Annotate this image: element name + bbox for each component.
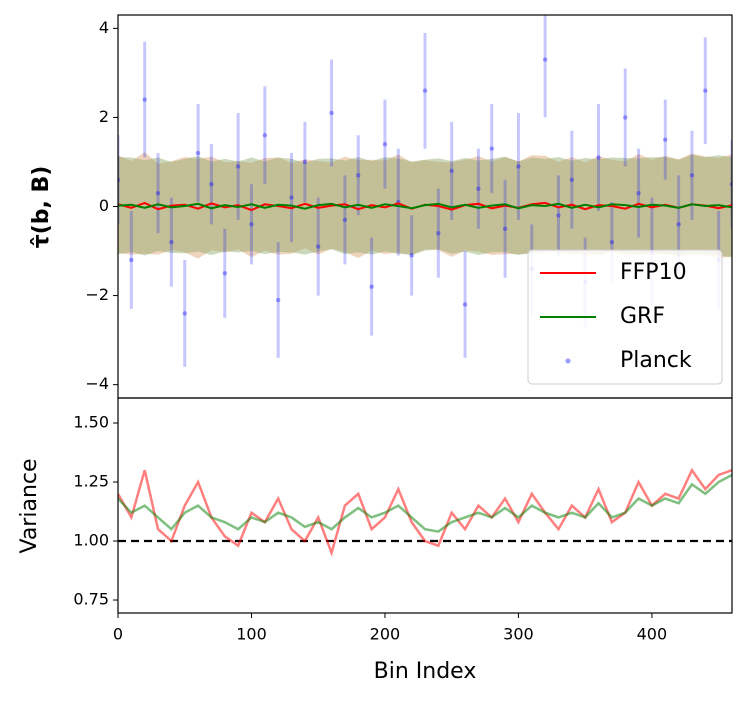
line <box>118 467 732 557</box>
y-tick-label: 0.75 <box>73 590 109 609</box>
y-tick-label: 2 <box>99 107 109 126</box>
line <box>118 473 732 533</box>
legend-label: Planck <box>620 348 692 373</box>
point <box>449 168 454 174</box>
plot-area <box>118 467 732 557</box>
point <box>329 110 334 116</box>
x-tick-label: 300 <box>503 625 534 644</box>
point <box>356 173 361 178</box>
axes-frame <box>117 397 733 614</box>
legend-label: GRF <box>620 304 665 329</box>
point <box>663 137 668 142</box>
line <box>118 202 732 210</box>
point <box>209 182 214 187</box>
point <box>195 150 201 156</box>
point <box>502 226 508 231</box>
point <box>249 222 254 227</box>
y-tick-label: −4 <box>85 374 109 393</box>
point <box>489 146 494 151</box>
x-tick-label: 200 <box>370 625 401 644</box>
point <box>142 97 147 102</box>
point <box>636 190 641 196</box>
point <box>422 88 428 93</box>
x-tick-label: 400 <box>637 625 668 644</box>
point <box>316 244 321 249</box>
y-axis-label: τ̂(b, B) <box>29 166 54 249</box>
x-tick-label: 100 <box>236 625 267 644</box>
point <box>275 297 281 303</box>
point <box>182 311 187 316</box>
y-tick-label: 1.00 <box>73 531 109 550</box>
point <box>556 213 561 218</box>
y-tick-label: 0 <box>99 196 109 215</box>
y-tick-label: 1.25 <box>73 472 109 491</box>
point <box>609 239 615 245</box>
point <box>169 239 174 245</box>
legend-marker <box>565 358 571 364</box>
point <box>369 284 374 289</box>
error-band <box>118 154 732 258</box>
point <box>462 302 468 307</box>
point <box>155 190 161 196</box>
point <box>129 257 134 263</box>
point <box>262 133 268 138</box>
legend-label: FFP10 <box>620 260 687 285</box>
point <box>342 217 348 223</box>
x-axis-label: Bin Index <box>374 659 477 684</box>
point <box>476 186 481 191</box>
point <box>516 164 521 169</box>
point <box>596 155 601 160</box>
y-tick-label: 4 <box>99 18 109 37</box>
point <box>382 141 388 147</box>
point <box>289 195 294 200</box>
y-tick-label: −2 <box>85 285 109 304</box>
plot-area <box>118 15 732 367</box>
point <box>542 57 548 62</box>
legend-box <box>527 249 723 385</box>
point <box>623 115 628 120</box>
y-axis-label: Variance <box>17 458 42 553</box>
point <box>222 271 227 276</box>
point <box>689 173 695 178</box>
point <box>676 222 681 227</box>
point <box>409 253 414 258</box>
point <box>302 159 308 165</box>
point <box>703 88 708 93</box>
point <box>436 231 441 236</box>
point <box>235 164 241 169</box>
x-tick-label: 0 <box>113 625 123 644</box>
point <box>569 177 575 182</box>
y-tick-label: 1.50 <box>73 413 109 432</box>
